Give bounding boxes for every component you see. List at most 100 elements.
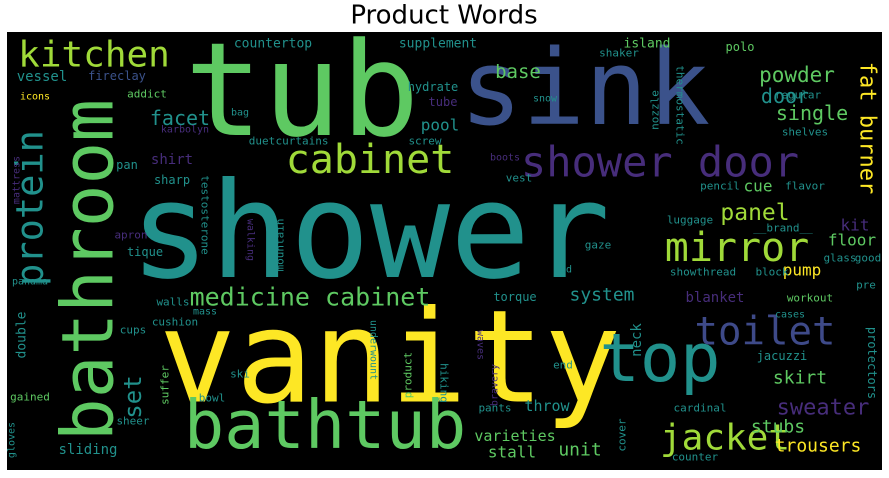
word: sweater xyxy=(777,396,870,421)
word: shirt xyxy=(151,152,193,168)
word: vanity xyxy=(159,284,621,433)
word: mass xyxy=(193,307,217,318)
word: throw xyxy=(524,397,570,415)
word: panel xyxy=(720,200,789,226)
word: nozzle xyxy=(649,90,662,130)
word: testosterone xyxy=(199,175,212,254)
word: gained xyxy=(10,391,50,404)
word: pants xyxy=(478,402,511,415)
word: underwount xyxy=(368,320,379,380)
word: bag xyxy=(231,108,249,119)
word: sharp xyxy=(154,173,190,187)
word: fireclay xyxy=(88,69,146,83)
word: karbolyn xyxy=(161,125,209,136)
word: shower door xyxy=(521,138,799,187)
word: block xyxy=(755,266,788,279)
word: base xyxy=(495,61,541,83)
word: torque xyxy=(493,290,536,304)
word: addict xyxy=(127,88,167,101)
word: system xyxy=(569,285,634,306)
word: polo xyxy=(726,40,755,54)
word: product xyxy=(402,352,415,398)
word: top xyxy=(599,319,720,397)
word: mattress xyxy=(12,156,23,204)
word: curtains xyxy=(276,135,329,148)
word: end xyxy=(553,359,573,372)
word: snow xyxy=(533,94,558,105)
word: good xyxy=(855,252,882,265)
word: cue xyxy=(744,177,773,196)
word: pan xyxy=(116,158,138,172)
word: floor xyxy=(828,231,877,250)
word: jacuzzi xyxy=(757,349,808,363)
word: bravery xyxy=(490,364,501,406)
word: supplement xyxy=(399,37,477,52)
word: waves xyxy=(475,330,486,360)
word: protectors xyxy=(865,327,879,399)
word: gaze xyxy=(585,239,612,252)
word: cups xyxy=(120,324,147,337)
word: door xyxy=(761,84,809,108)
word: skirt xyxy=(773,368,827,389)
word: cushion xyxy=(152,316,198,329)
word: stubs xyxy=(751,417,805,438)
word: showthread xyxy=(670,266,736,279)
word: stall xyxy=(488,443,536,462)
word: fat burner xyxy=(855,62,880,194)
word: trousers xyxy=(775,436,862,457)
word: sink xyxy=(460,27,710,149)
word: hydrate xyxy=(408,80,459,94)
word: hiking xyxy=(438,363,451,403)
word: countertop xyxy=(234,37,312,52)
word: blanket xyxy=(685,290,744,306)
word: duet xyxy=(249,135,276,148)
word: vessel xyxy=(17,69,68,85)
word: regular xyxy=(775,89,822,102)
word: pre xyxy=(856,279,876,292)
word: powder xyxy=(759,63,835,87)
word: medicine cabinet xyxy=(190,283,431,312)
word: apron xyxy=(114,229,147,242)
word: cardinal xyxy=(674,402,727,415)
word: boots xyxy=(490,153,520,164)
word: gloves xyxy=(7,422,18,458)
word: vest xyxy=(506,172,533,185)
word: tube xyxy=(429,95,458,109)
word: sliding xyxy=(58,442,117,458)
word: kitchen xyxy=(18,35,170,76)
word: mirror xyxy=(665,225,810,271)
word: shaker xyxy=(599,47,639,60)
word: protein xyxy=(9,130,52,286)
word: ed xyxy=(560,265,572,276)
word: shower xyxy=(130,155,610,309)
word: double xyxy=(15,311,30,358)
word: bathroom xyxy=(47,99,130,441)
word: flavor xyxy=(785,180,825,193)
word: tique xyxy=(127,245,163,259)
word: luggage xyxy=(667,214,713,227)
word: ski xyxy=(230,368,250,381)
word: glass xyxy=(823,252,856,265)
word: bathtub xyxy=(184,386,466,464)
word: single xyxy=(776,101,848,125)
word: toilet xyxy=(695,310,836,355)
word: jacket xyxy=(660,418,790,459)
word: facet xyxy=(150,106,210,130)
word: set xyxy=(119,375,147,418)
word: workout xyxy=(787,292,833,305)
word: __brand__ xyxy=(753,222,813,235)
word: kit xyxy=(841,216,870,235)
word: cabinet xyxy=(286,137,455,183)
word: suffer xyxy=(159,365,172,405)
word: island xyxy=(624,37,671,52)
word: shelves xyxy=(782,126,828,139)
word: neck xyxy=(629,323,645,357)
word: pump xyxy=(783,261,822,280)
word: pool xyxy=(421,116,460,135)
word: pencil xyxy=(700,180,740,193)
word: panama xyxy=(12,277,48,288)
word: walls xyxy=(156,296,189,309)
